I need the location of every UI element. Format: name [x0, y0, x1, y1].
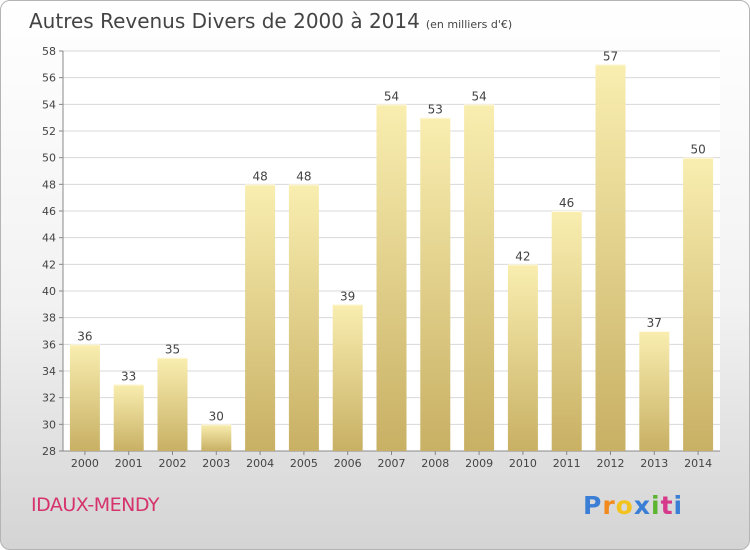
y-tick-label: 34	[42, 365, 56, 378]
y-tick-label: 40	[42, 285, 56, 298]
x-tick-label: 2001	[115, 457, 143, 470]
data-label: 37	[647, 316, 662, 330]
bar	[69, 344, 100, 451]
proxiti-logo: Proxiti	[583, 491, 683, 520]
bar	[113, 384, 144, 451]
x-tick-label: 2010	[509, 457, 537, 470]
bar	[332, 304, 363, 451]
data-label: 57	[603, 49, 618, 63]
bar	[595, 64, 626, 452]
data-label: 50	[690, 143, 705, 157]
city-name: IDAUX-MENDY	[31, 494, 160, 516]
logo-letter: o	[615, 491, 634, 520]
data-label: 42	[515, 249, 530, 263]
data-label: 54	[471, 89, 486, 103]
y-tick-label: 48	[42, 178, 56, 191]
logo-letter: x	[633, 491, 651, 520]
data-label: 36	[77, 329, 92, 343]
y-tick-label: 30	[42, 418, 56, 431]
x-tick-label: 2002	[159, 457, 187, 470]
x-tick-label: 2014	[684, 457, 712, 470]
y-tick-label: 44	[42, 232, 56, 245]
x-tick-label: 2008	[421, 457, 449, 470]
data-label: 48	[296, 169, 311, 183]
y-tick-label: 46	[42, 205, 56, 218]
chart-subtitle: (en milliers d'€)	[425, 18, 513, 31]
bar	[420, 117, 451, 452]
y-tick-label: 32	[42, 392, 56, 405]
chart-title-text: Autres Revenus Divers de 2000 à 2014	[29, 9, 420, 33]
x-tick-label: 2006	[334, 457, 362, 470]
y-tick-label: 54	[42, 98, 56, 111]
logo-letter: r	[602, 491, 616, 520]
y-tick-label: 36	[42, 338, 56, 351]
x-tick-label: 2012	[597, 457, 625, 470]
logo-letter: i	[673, 491, 684, 520]
bar	[639, 331, 670, 451]
data-label: 39	[340, 289, 355, 303]
logo-letter: t	[660, 491, 674, 520]
y-tick-label: 42	[42, 258, 56, 271]
y-tick-label: 58	[42, 45, 56, 58]
bar	[683, 157, 714, 451]
chart-title: Autres Revenus Divers de 2000 à 2014 (en …	[29, 9, 512, 33]
data-label: 33	[121, 369, 136, 383]
bar	[551, 211, 582, 451]
x-tick-label: 2011	[553, 457, 581, 470]
x-tick-label: 2000	[71, 457, 99, 470]
data-label: 48	[252, 169, 267, 183]
logo-letter: P	[583, 491, 603, 520]
bar	[245, 184, 276, 452]
logo-letter: i	[651, 491, 661, 520]
y-tick-label: 38	[42, 312, 56, 325]
data-label: 53	[428, 103, 443, 117]
y-tick-label: 50	[42, 152, 56, 165]
data-label: 46	[559, 196, 574, 210]
bar	[157, 357, 188, 451]
x-tick-label: 2004	[246, 457, 274, 470]
x-tick-label: 2003	[202, 457, 230, 470]
bar	[464, 104, 495, 451]
y-tick-label: 52	[42, 125, 56, 138]
bar	[507, 264, 538, 451]
x-tick-label: 2005	[290, 457, 318, 470]
x-tick-label: 2009	[465, 457, 493, 470]
data-label: 30	[209, 409, 224, 423]
y-tick-label: 56	[42, 72, 56, 85]
data-label: 35	[165, 343, 180, 357]
bar	[288, 184, 319, 452]
data-label: 54	[384, 89, 399, 103]
bar	[201, 424, 232, 451]
x-tick-label: 2013	[640, 457, 668, 470]
y-tick-label: 28	[42, 445, 56, 458]
bar	[376, 104, 407, 451]
x-tick-label: 2007	[378, 457, 406, 470]
